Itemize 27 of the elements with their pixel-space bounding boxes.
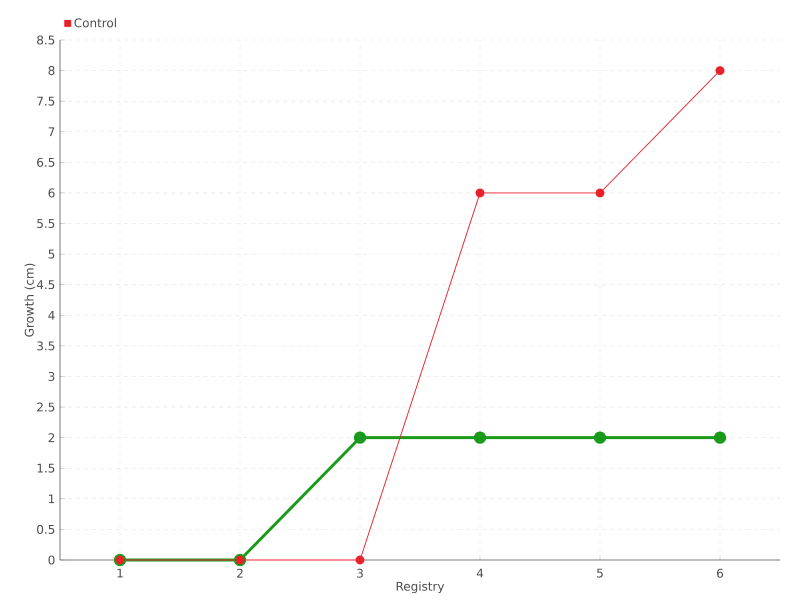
y-tick-label: 6 <box>48 188 55 198</box>
x-tick-label: 4 <box>476 568 484 578</box>
y-tick-label: 7 <box>48 127 54 136</box>
x-tick-label: 1 <box>118 568 123 578</box>
x-tick-label: 5 <box>597 568 603 578</box>
y-tick-label: 7.5 <box>37 96 54 106</box>
y-tick-label: 1.5 <box>38 464 54 473</box>
x-tick-label: 3 <box>357 568 363 578</box>
y-tick-label: 5.5 <box>37 219 54 228</box>
y-tick-label: 2 <box>48 433 54 442</box>
y-tick-label: 6.5 <box>37 158 54 167</box>
x-tick-label: 2 <box>237 568 243 578</box>
y-tick-label: 5 <box>48 250 54 259</box>
y-tick-label: 1 <box>49 494 54 504</box>
x-axis-title: Registry <box>396 582 444 594</box>
x-tick-label: 6 <box>717 568 724 578</box>
y-tick-label: 4 <box>48 310 55 320</box>
y-tick-label: 3 <box>48 372 54 381</box>
y-tick-label: 0 <box>48 555 55 565</box>
y-tick-label: 3.5 <box>37 341 54 350</box>
y-tick-label: 0.5 <box>37 524 54 534</box>
legend-label: Control <box>74 18 116 28</box>
y-tick-label: 8.5 <box>37 35 54 45</box>
y-tick-label: 2.5 <box>37 402 54 412</box>
y-axis-title: Growth (cm) <box>24 264 36 337</box>
y-tick-label: 4.5 <box>36 280 54 290</box>
y-tick-label: 8 <box>48 66 54 76</box>
